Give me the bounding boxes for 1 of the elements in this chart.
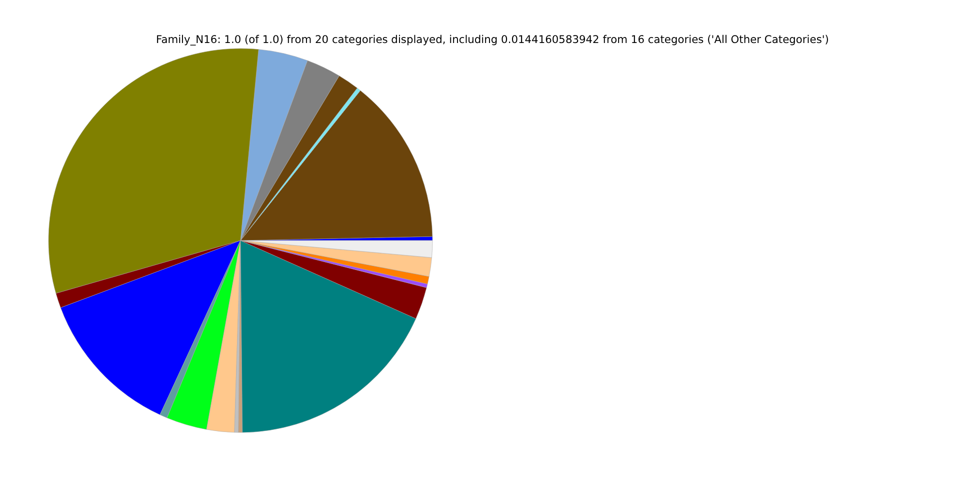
text: Family_N16: 1.0 (of 1.0) from 20 categories displayed, including 0.0144160583942 from 16 categories ('All Other Categories') — [156, 33, 829, 46]
